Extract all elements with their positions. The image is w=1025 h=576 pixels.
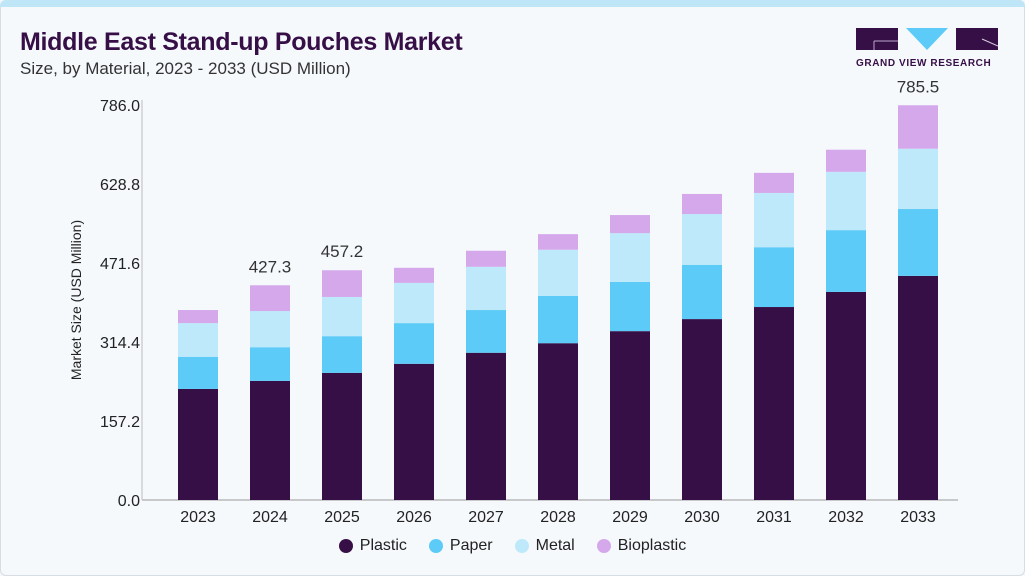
bar-segment-paper-2025 xyxy=(322,336,362,373)
data-label-2033: 785.5 xyxy=(897,77,940,96)
bar-segment-bioplastic-2027 xyxy=(466,250,506,267)
x-tick-label: 2023 xyxy=(180,509,216,526)
legend-marker xyxy=(338,539,353,553)
bar-segment-paper-2023 xyxy=(178,356,218,389)
bar-segment-bioplastic-2024 xyxy=(250,285,290,312)
legend-marker xyxy=(514,539,529,553)
x-tick-label: 2030 xyxy=(684,509,720,526)
bar-segment-plastic-2025 xyxy=(322,372,362,500)
logo-text: GRAND VIEW RESEARCH xyxy=(856,58,992,69)
bar-segment-metal-2032 xyxy=(826,171,866,231)
chart-title: Middle East Stand-up Pouches Market xyxy=(20,28,463,56)
bar-segment-bioplastic-2032 xyxy=(826,149,866,172)
bar-segment-paper-2030 xyxy=(682,264,722,320)
bar-segment-plastic-2028 xyxy=(538,343,578,500)
bar-segment-plastic-2029 xyxy=(610,331,650,500)
y-tick-label: 628.8 xyxy=(100,177,140,194)
bar-segment-metal-2028 xyxy=(538,249,578,296)
bar-segment-bioplastic-2023 xyxy=(178,310,218,324)
x-tick-label: 2029 xyxy=(612,509,648,526)
bar-segment-plastic-2026 xyxy=(394,363,434,500)
bar-segment-bioplastic-2031 xyxy=(754,172,794,193)
bar-segment-metal-2030 xyxy=(682,214,722,265)
bar-segment-metal-2031 xyxy=(754,192,794,248)
bar-segment-metal-2023 xyxy=(178,323,218,357)
legend-marker xyxy=(596,539,611,553)
bar-segment-plastic-2030 xyxy=(682,319,722,500)
bar-segment-bioplastic-2030 xyxy=(682,193,722,215)
bar-segment-paper-2027 xyxy=(466,310,506,353)
y-tick-label: 314.4 xyxy=(100,335,140,352)
legend-label: Metal xyxy=(535,537,575,554)
top-accent-bar xyxy=(0,0,1025,7)
bar-segment-paper-2033 xyxy=(898,209,938,276)
bar-segment-plastic-2032 xyxy=(826,291,866,500)
bar-segment-metal-2025 xyxy=(322,296,362,337)
x-tick-label: 2025 xyxy=(324,509,360,526)
bar-segment-bioplastic-2025 xyxy=(322,270,362,297)
y-tick-label: 471.6 xyxy=(100,256,140,273)
x-tick-label: 2032 xyxy=(828,509,864,526)
x-tick-label: 2024 xyxy=(252,509,288,526)
legend-label: Bioplastic xyxy=(617,537,687,554)
legend-item-bioplastic: Bioplastic xyxy=(596,537,687,555)
bar-segment-plastic-2023 xyxy=(178,388,218,500)
bar-segment-bioplastic-2028 xyxy=(538,234,578,250)
x-tick-label: 2033 xyxy=(900,509,936,526)
legend-item-plastic: Plastic xyxy=(338,537,407,555)
bar-segment-metal-2033 xyxy=(898,148,938,210)
bar-segment-plastic-2031 xyxy=(754,307,794,500)
bar-segment-plastic-2027 xyxy=(466,352,506,500)
bar-segment-metal-2026 xyxy=(394,282,434,324)
bar-segment-paper-2024 xyxy=(250,347,290,381)
legend-item-metal: Metal xyxy=(514,537,575,555)
x-tick-label: 2031 xyxy=(756,509,792,526)
legend-item-paper: Paper xyxy=(428,537,493,555)
x-tick-label: 2027 xyxy=(468,509,504,526)
bar-segment-metal-2024 xyxy=(250,311,290,348)
data-label-2024: 427.3 xyxy=(249,257,292,276)
grand-view-research-logo xyxy=(856,28,998,50)
bar-segment-metal-2027 xyxy=(466,266,506,311)
bar-segment-bioplastic-2033 xyxy=(898,105,938,149)
bar-segment-paper-2031 xyxy=(754,247,794,308)
chart-subtitle: Size, by Material, 2023 - 2033 (USD Mill… xyxy=(20,59,351,78)
legend-marker xyxy=(428,539,443,553)
legend: Plastic Paper Metal Bioplastic xyxy=(0,537,1025,555)
y-axis-title: Market Size (USD Million) xyxy=(68,220,84,380)
bar-segment-bioplastic-2029 xyxy=(610,215,650,234)
bar-segment-paper-2029 xyxy=(610,281,650,332)
bar-segment-paper-2028 xyxy=(538,295,578,344)
y-tick-label: 786.0 xyxy=(100,98,140,115)
data-label-2025: 457.2 xyxy=(321,242,364,261)
bar-segment-metal-2029 xyxy=(610,233,650,282)
bar-segment-paper-2032 xyxy=(826,230,866,292)
legend-label: Paper xyxy=(449,537,493,554)
legend-label: Plastic xyxy=(359,537,407,554)
bar-segment-bioplastic-2026 xyxy=(394,267,434,283)
x-tick-label: 2028 xyxy=(540,509,576,526)
bar-segment-plastic-2024 xyxy=(250,380,290,500)
y-tick-label: 0.0 xyxy=(118,493,140,510)
x-tick-label: 2026 xyxy=(396,509,432,526)
bar-segment-paper-2026 xyxy=(394,323,434,364)
y-tick-label: 157.2 xyxy=(100,414,140,431)
bar-segment-plastic-2033 xyxy=(898,275,938,500)
